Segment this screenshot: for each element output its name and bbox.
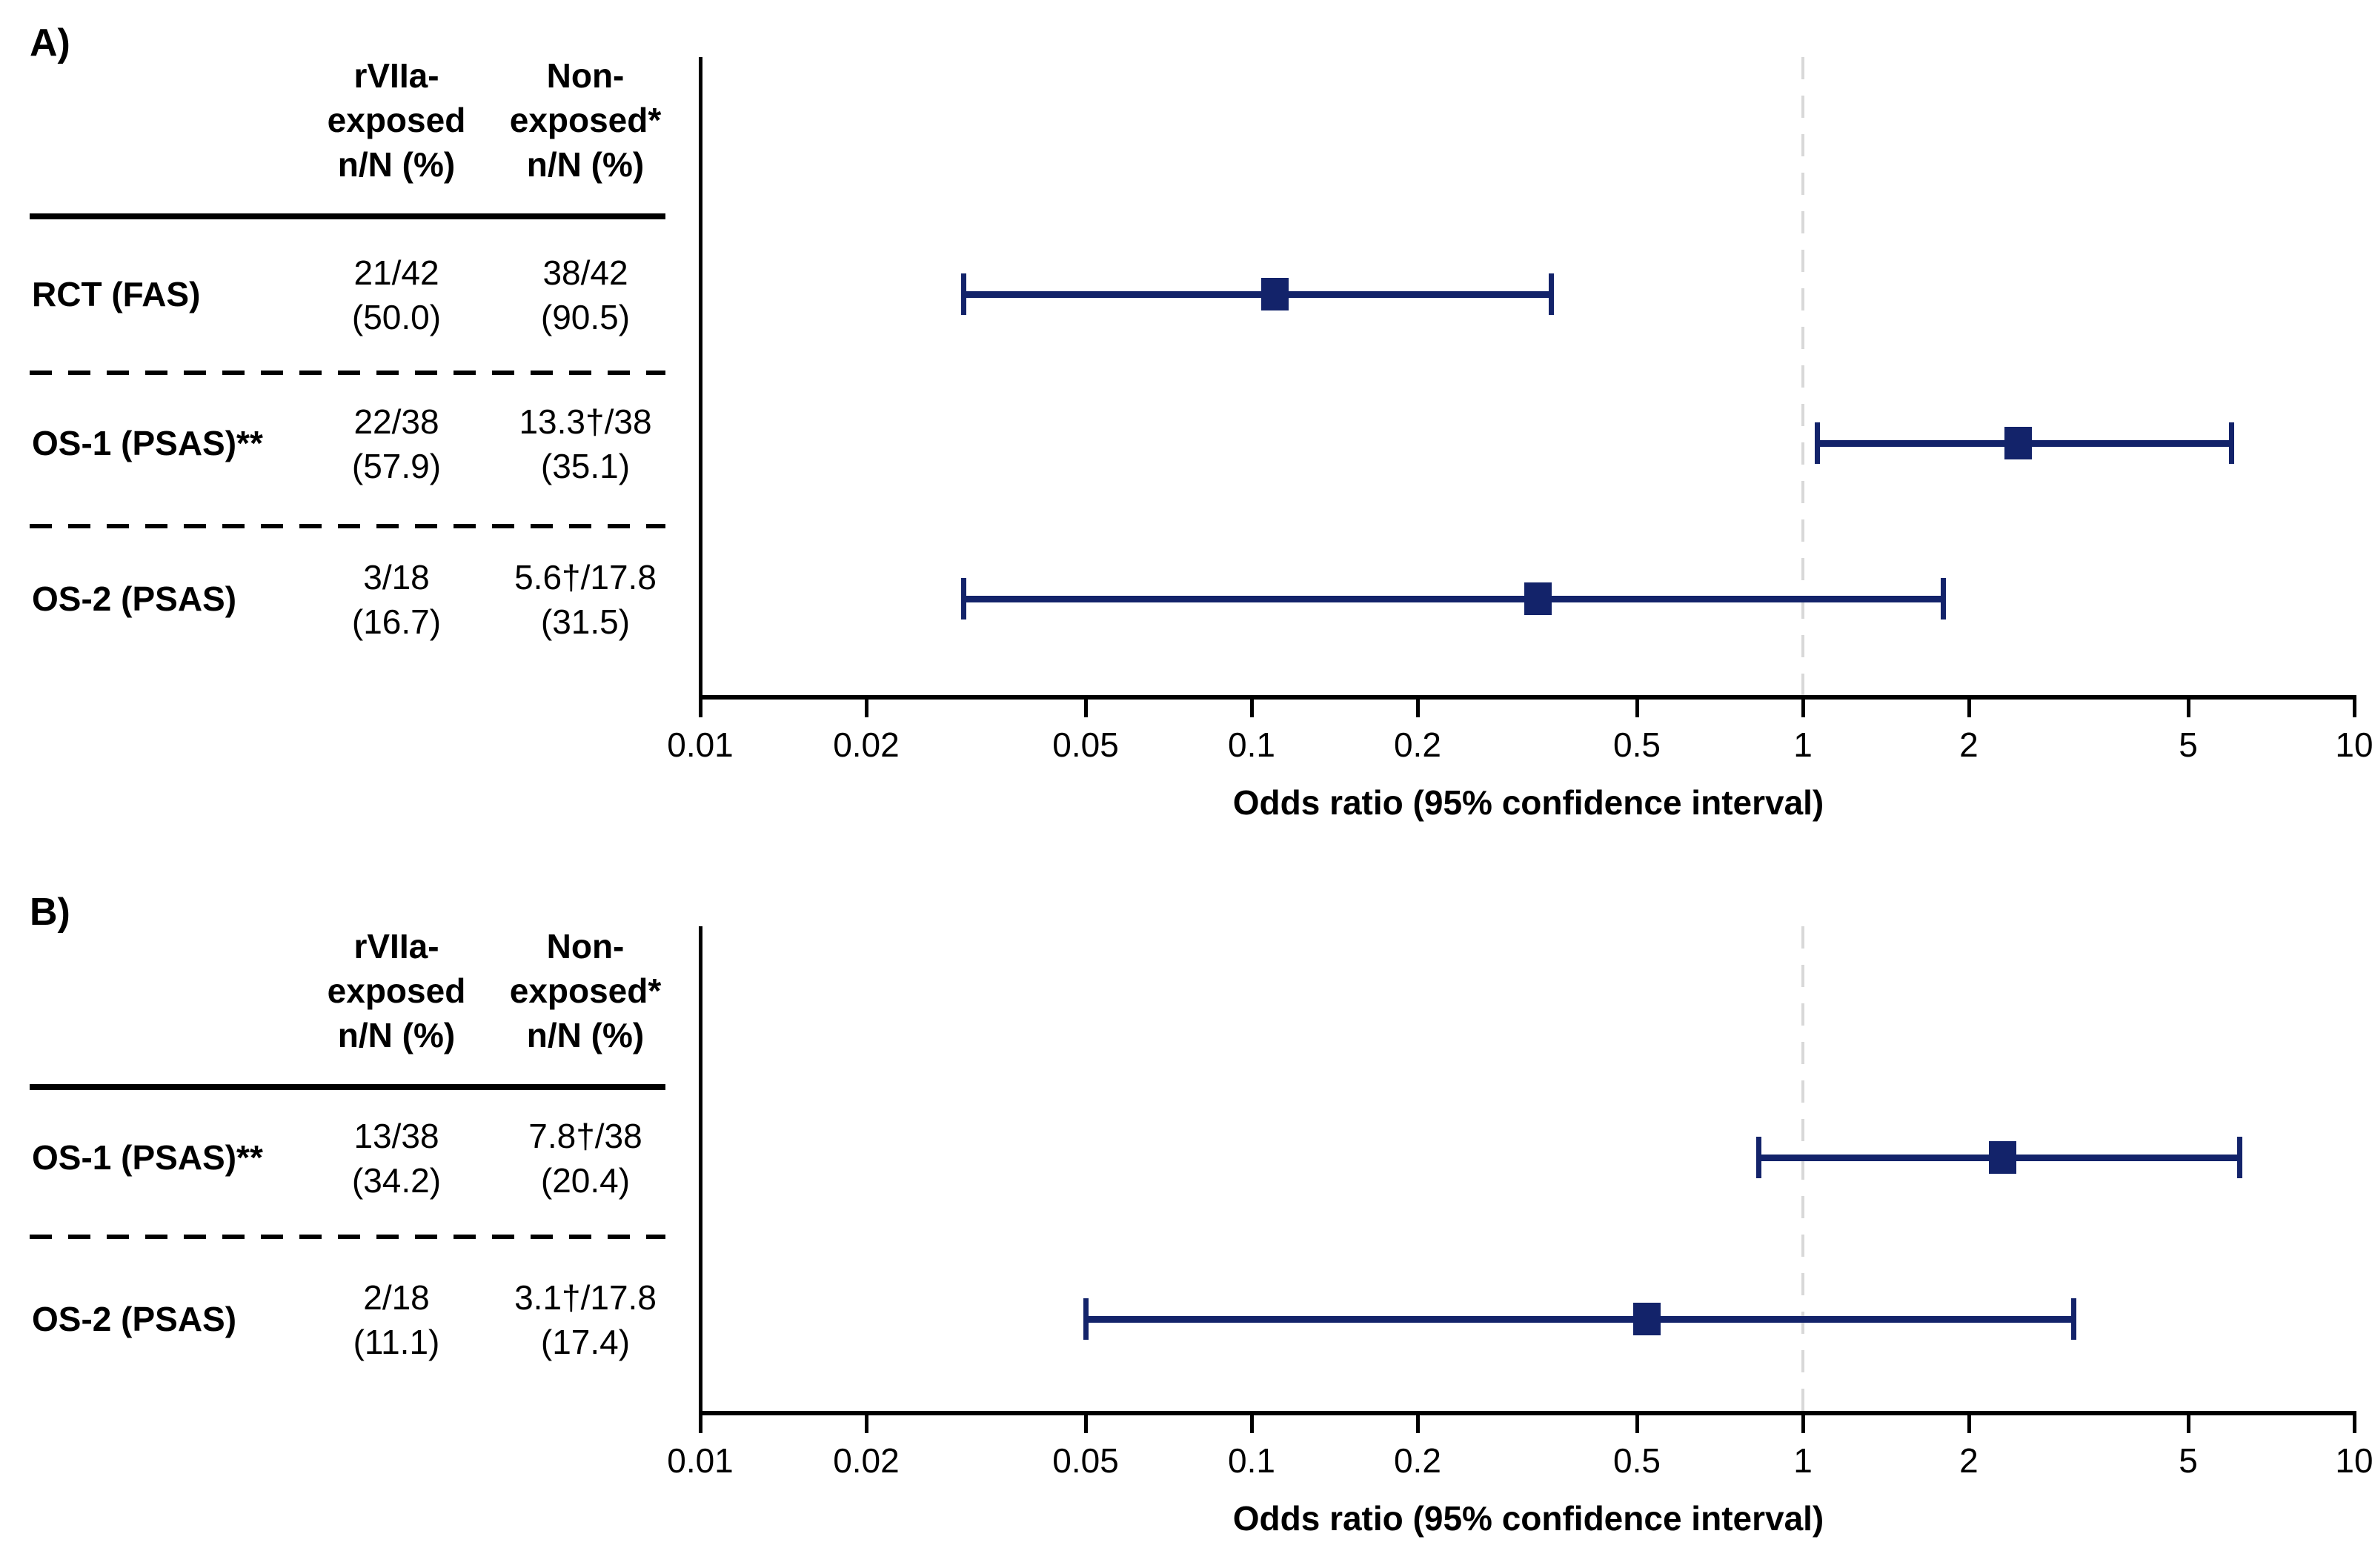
panel-b-col-header-exposed: rVIIa- exposed n/N (%) [327, 927, 466, 1054]
x-tick-label: 0.05 [1052, 725, 1119, 764]
x-tick-label: 0.02 [833, 1441, 900, 1480]
ci-cap-high [2070, 1298, 2076, 1340]
panel-a-row-exposed-value: 21/42 (50.0) [351, 253, 442, 336]
x-tick-label: 10 [2335, 725, 2372, 764]
ci-cap-high [1548, 273, 1554, 315]
reference-line-or1 [1801, 57, 1804, 695]
ci-line [1086, 1316, 2074, 1323]
ci-marker [2004, 427, 2032, 459]
panel-b-row-exposed-value: 2/18 (11.1) [353, 1278, 440, 1361]
x-tick-label: 5 [2179, 1441, 2198, 1480]
panel-a-row-label: RCT (FAS) [32, 275, 201, 313]
x-tick-label: 0.5 [1613, 725, 1661, 764]
x-axis-tick [864, 700, 868, 717]
x-axis-tick [1801, 1415, 1805, 1433]
panel-a-row-label: OS-1 (PSAS)** [32, 424, 263, 462]
panel-a-row-nonexposed-value: 5.6†/17.8 (31.5) [514, 558, 657, 641]
panel-b-header-rule [30, 1084, 665, 1090]
x-axis-tick [1250, 1415, 1254, 1433]
x-axis-tick [1084, 700, 1089, 717]
x-axis-tick [1250, 700, 1254, 717]
x-tick-label: 0.5 [1613, 1441, 1661, 1480]
ci-cap-high [2228, 422, 2234, 464]
reference-line-or1 [1801, 926, 1804, 1411]
x-tick-label: 0.01 [667, 1441, 734, 1480]
x-axis-tick [699, 1415, 702, 1433]
ci-cap-low [960, 273, 966, 315]
panel-a-header-rule [30, 213, 665, 219]
panel-b-label: B) [30, 891, 70, 934]
ci-line [963, 596, 1944, 602]
panel-a-row-separator [30, 371, 665, 375]
x-axis-tick [699, 700, 702, 717]
x-tick-label: 1 [1793, 725, 1813, 764]
panel-b-row-exposed-value: 13/38 (34.2) [351, 1117, 442, 1200]
panel-b-row-nonexposed-value: 7.8†/38 (20.4) [528, 1117, 642, 1200]
x-tick-label: 0.2 [1393, 725, 1441, 764]
y-axis-spine [699, 57, 702, 700]
ci-cap-low [1814, 422, 1820, 464]
x-tick-label: 10 [2335, 1441, 2372, 1480]
x-axis-tick [864, 1415, 868, 1433]
panel-a-col-header-exposed: rVIIa- exposed n/N (%) [327, 56, 466, 184]
ci-marker [1524, 582, 1552, 615]
x-tick-label: 0.02 [833, 725, 900, 764]
ci-marker [1989, 1141, 2017, 1174]
panel-b-x-axis-title: Odds ratio (95% confidence interval) [1232, 1499, 1824, 1538]
x-axis-tick [2353, 1415, 2356, 1433]
ci-cap-high [1940, 578, 1946, 619]
x-axis-tick [1967, 1415, 1971, 1433]
ci-cap-low [1083, 1298, 1089, 1340]
panel-a-x-axis-title: Odds ratio (95% confidence interval) [1232, 783, 1824, 822]
x-tick-label: 0.1 [1228, 725, 1275, 764]
panel-a-col-header-nonexposed: Non- exposed* n/N (%) [509, 56, 662, 184]
panel-b-row-label: OS-1 (PSAS)** [32, 1138, 263, 1177]
x-axis-line [699, 1411, 2356, 1415]
panel-a-row-exposed-value: 3/18 (16.7) [351, 558, 442, 641]
x-tick-label: 2 [1959, 725, 1979, 764]
x-tick-label: 0.1 [1228, 1441, 1275, 1480]
x-tick-label: 0.01 [667, 725, 734, 764]
panel-a-label: A) [30, 21, 70, 64]
x-tick-label: 0.05 [1052, 1441, 1119, 1480]
ci-cap-high [2236, 1137, 2242, 1178]
x-tick-label: 2 [1959, 1441, 1979, 1480]
panel-a-row-exposed-value: 22/38 (57.9) [351, 402, 442, 485]
panel-a-row-separator [30, 524, 665, 528]
panel-a-row-label: OS-2 (PSAS) [32, 579, 237, 618]
ci-cap-low [960, 578, 966, 619]
panel-a-row-nonexposed-value: 38/42 (90.5) [540, 253, 631, 336]
x-axis-tick [1801, 700, 1805, 717]
x-axis-tick [1635, 1415, 1640, 1433]
ci-marker [1632, 1303, 1661, 1335]
x-axis-tick [1967, 700, 1971, 717]
x-axis-tick [1415, 700, 1420, 717]
panel-b-row-label: OS-2 (PSAS) [32, 1300, 237, 1338]
y-axis-spine [699, 926, 702, 1415]
x-axis-tick [2187, 1415, 2191, 1433]
ci-line [963, 291, 1552, 298]
x-axis-tick [1084, 1415, 1089, 1433]
x-axis-tick [2353, 700, 2356, 717]
panel-b-row-separator [30, 1235, 665, 1239]
x-tick-label: 0.2 [1393, 1441, 1441, 1480]
panel-b-row-nonexposed-value: 3.1†/17.8 (17.4) [514, 1278, 657, 1361]
x-axis-line [699, 695, 2356, 700]
x-axis-tick [1635, 700, 1640, 717]
panel-b-col-header-nonexposed: Non- exposed* n/N (%) [509, 927, 662, 1054]
x-axis-tick [2187, 700, 2191, 717]
ci-cap-low [1755, 1137, 1761, 1178]
x-axis-tick [1415, 1415, 1420, 1433]
ci-marker [1260, 278, 1289, 310]
x-tick-label: 5 [2179, 725, 2198, 764]
x-tick-label: 1 [1793, 1441, 1813, 1480]
panel-a-row-nonexposed-value: 13.3†/38 (35.1) [519, 402, 652, 485]
